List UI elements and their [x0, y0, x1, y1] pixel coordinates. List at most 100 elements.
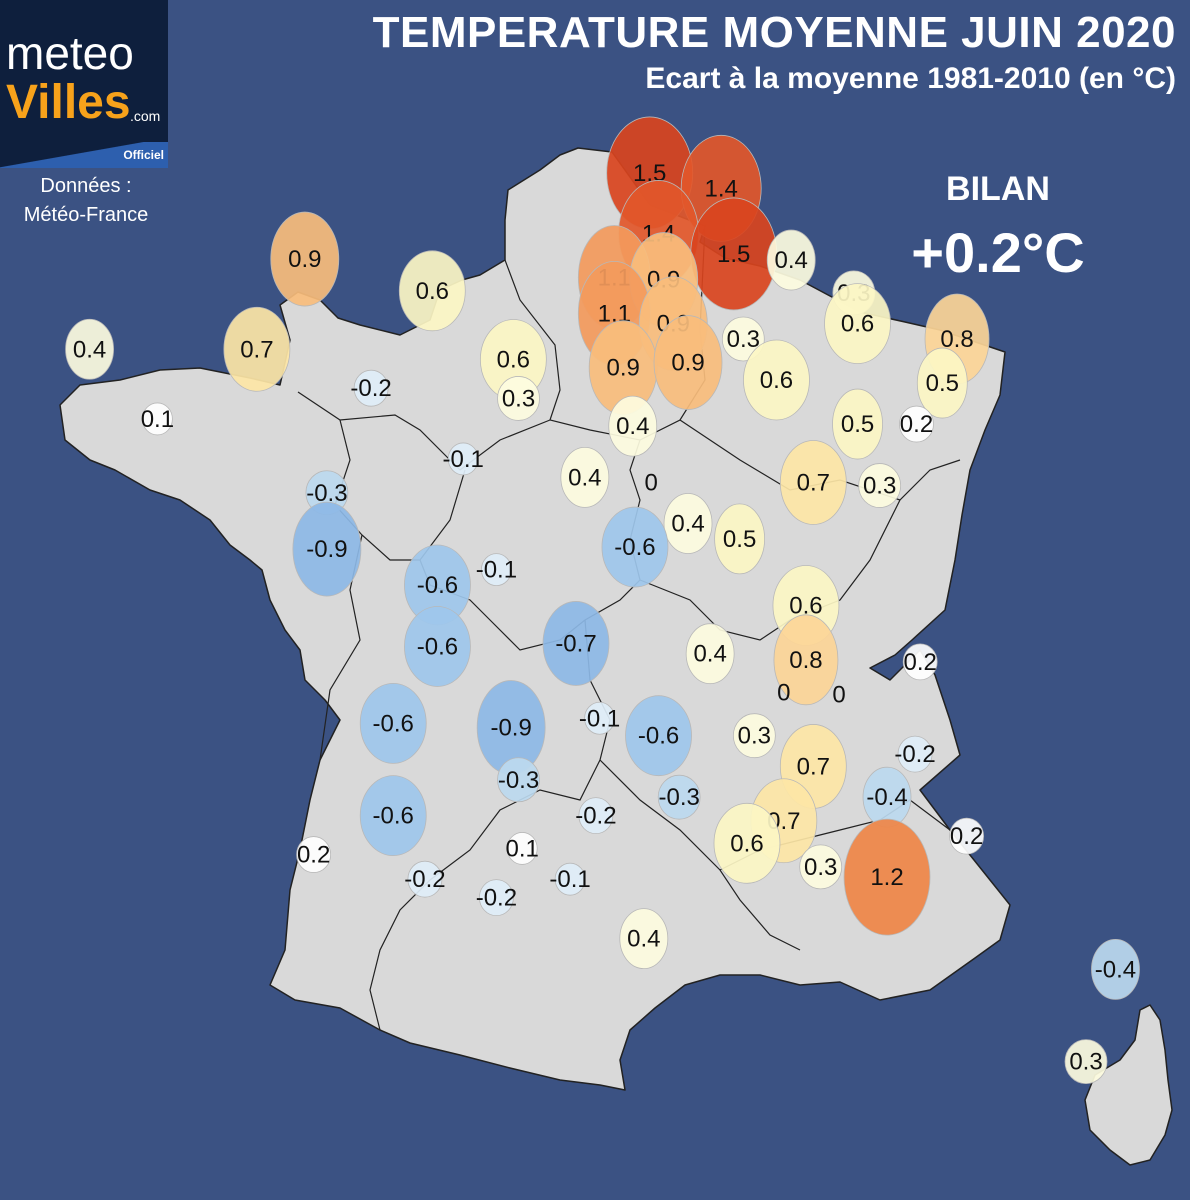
- station-marker: 0.3: [721, 316, 765, 362]
- station-value-label: 0.5: [926, 370, 959, 397]
- station-bubble: [619, 908, 669, 970]
- station-bubble: [608, 395, 658, 457]
- station-bubble: [292, 501, 362, 597]
- station-marker: 0: [644, 470, 657, 497]
- station-marker: 0.3: [497, 376, 540, 421]
- logo-badge-officiel: Officiel: [123, 148, 164, 162]
- station-value-label: 0.6: [760, 367, 793, 394]
- station-value-label: -0.2: [575, 803, 616, 830]
- station-marker: 0.7: [779, 440, 847, 525]
- station-value-label: 0.7: [797, 470, 830, 497]
- station-value-label: 0.4: [568, 464, 601, 491]
- map-title: TEMPERATURE MOYENNE JUIN 2020: [372, 8, 1176, 57]
- station-value-label: -0.6: [373, 803, 414, 830]
- station-value-label: 0.4: [73, 336, 106, 363]
- station-value-label: -0.1: [549, 866, 590, 893]
- station-value-label: -0.4: [866, 784, 907, 811]
- station-value-label: 0: [644, 470, 657, 497]
- station-marker: -0.2: [350, 369, 392, 407]
- station-value-label: -0.6: [417, 572, 458, 599]
- station-value-label: 0.2: [900, 411, 933, 438]
- station-value-label: -0.6: [638, 723, 679, 750]
- logo-text-domain: .com: [130, 108, 161, 124]
- station-bubble: [824, 283, 891, 365]
- station-bubble: [858, 463, 902, 508]
- station-value-label: 0.9: [671, 350, 704, 377]
- station-bubble: [663, 493, 713, 554]
- station-value-label: -0.2: [894, 741, 935, 768]
- station-bubble: [497, 376, 540, 421]
- station-marker: -0.6: [404, 544, 471, 626]
- station-marker: 0.4: [619, 908, 669, 970]
- station-value-label: 0.7: [240, 336, 273, 363]
- station-bubble: [657, 774, 701, 820]
- station-value-label: 0.2: [950, 823, 983, 850]
- station-marker: 0.9: [588, 320, 658, 416]
- station-bubble: [542, 601, 610, 686]
- station-marker: -0.2: [575, 797, 617, 835]
- station-bubble: [601, 506, 669, 588]
- station-marker: 0.4: [65, 318, 114, 380]
- station-marker: 0.6: [824, 283, 891, 365]
- station-marker: 0.2: [899, 405, 934, 443]
- station-marker: 0.5: [714, 503, 766, 575]
- station-marker: -0.6: [404, 606, 471, 687]
- station-value-label: 0.4: [775, 247, 808, 274]
- station-bubble: [359, 682, 427, 764]
- station-marker: 0: [832, 682, 845, 709]
- station-value-label: 0.6: [416, 278, 449, 305]
- station-bubble: [398, 250, 466, 332]
- station-bubble: [902, 643, 938, 681]
- station-value-label: 1.2: [870, 864, 903, 891]
- station-bubble: [721, 316, 765, 362]
- station-bubble: [481, 553, 512, 587]
- station-marker: -0.2: [404, 860, 446, 898]
- station-value-label: 0.1: [506, 835, 539, 862]
- station-bubble: [270, 211, 340, 307]
- station-value-label: -0.6: [417, 634, 458, 661]
- station-marker: -0.7: [542, 601, 610, 686]
- station-marker: 0.3: [858, 463, 902, 508]
- station-marker: -0.1: [476, 553, 517, 587]
- station-bubble: [447, 442, 479, 476]
- station-marker: 0.2: [902, 643, 938, 681]
- station-value-label: -0.4: [1095, 956, 1136, 983]
- corsica-shape: [1084, 1004, 1173, 1166]
- station-marker: 0.3: [732, 713, 776, 759]
- summary-value: +0.2°C: [911, 221, 1085, 284]
- station-marker: 0.9: [653, 315, 723, 410]
- summary-label: BILAN: [946, 170, 1050, 208]
- station-marker: 0.7: [223, 306, 291, 392]
- station-bubble: [949, 817, 985, 855]
- station-bubble: [506, 832, 538, 865]
- station-value-label: -0.9: [490, 714, 531, 741]
- station-marker: 0.4: [560, 446, 610, 508]
- station-marker: -0.6: [359, 682, 427, 764]
- station-bubble: [65, 318, 114, 380]
- station-marker: 1.2: [843, 818, 931, 936]
- station-marker: 0.6: [743, 339, 810, 421]
- station-bubble: [359, 775, 427, 857]
- station-value-label: -0.2: [350, 375, 391, 402]
- station-value-label: 0.6: [841, 311, 874, 338]
- source-label: Données :: [40, 175, 132, 197]
- station-marker: 0.3: [799, 844, 843, 890]
- station-marker: 0.2: [296, 836, 332, 873]
- station-bubble: [779, 440, 847, 525]
- station-marker: -0.4: [1091, 938, 1140, 1000]
- station-value-label: 0.9: [606, 355, 639, 382]
- station-value-label: -0.3: [498, 767, 539, 794]
- station-marker: 0.4: [766, 229, 816, 291]
- station-marker: 0.8: [773, 614, 839, 706]
- station-value-label: -0.6: [614, 534, 655, 561]
- logo-stripe: [0, 142, 168, 168]
- station-value-label: 0.4: [671, 511, 704, 538]
- station-bubble: [1064, 1039, 1108, 1085]
- station-marker: -0.6: [625, 695, 692, 777]
- station-marker: -0.3: [657, 774, 701, 820]
- station-marker: 0.4: [663, 493, 713, 554]
- station-marker: 0.1: [141, 402, 174, 436]
- station-bubble: [560, 446, 610, 508]
- station-bubble: [713, 802, 781, 884]
